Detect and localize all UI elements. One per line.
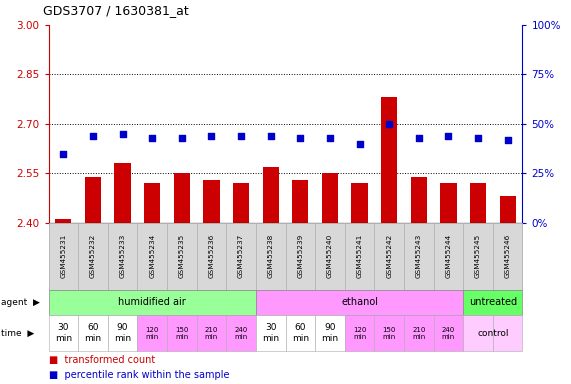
Point: [266, 132, 275, 139]
Text: control: control: [477, 329, 509, 338]
Text: GSM455237: GSM455237: [238, 234, 244, 278]
Bar: [381, 98, 397, 384]
Point: [177, 135, 186, 141]
Text: 210
min: 210 min: [412, 327, 425, 339]
Text: 60
min: 60 min: [85, 323, 102, 343]
Point: [296, 135, 305, 141]
Point: [444, 132, 453, 139]
Bar: [263, 167, 279, 384]
Text: ■  percentile rank within the sample: ■ percentile rank within the sample: [49, 370, 229, 380]
Text: GSM455243: GSM455243: [416, 234, 422, 278]
Text: 60
min: 60 min: [292, 323, 309, 343]
Point: [89, 132, 98, 139]
Text: GSM455244: GSM455244: [445, 234, 452, 278]
Text: GSM455234: GSM455234: [149, 234, 155, 278]
Text: GSM455232: GSM455232: [90, 234, 96, 278]
Point: [148, 135, 157, 141]
Text: 30
min: 30 min: [262, 323, 279, 343]
Bar: [470, 183, 486, 384]
Text: time  ▶: time ▶: [1, 329, 34, 338]
Bar: [55, 219, 71, 384]
Text: ■  transformed count: ■ transformed count: [49, 356, 155, 366]
Text: GSM455239: GSM455239: [297, 234, 303, 278]
Text: GSM455241: GSM455241: [356, 234, 363, 278]
Bar: [500, 196, 516, 384]
Bar: [174, 173, 190, 384]
Bar: [233, 183, 249, 384]
Text: 240
min: 240 min: [442, 327, 455, 339]
Text: untreated: untreated: [469, 297, 517, 308]
Text: GSM455231: GSM455231: [61, 234, 66, 278]
Point: [207, 132, 216, 139]
Point: [325, 135, 335, 141]
Text: GSM455233: GSM455233: [119, 234, 126, 278]
Text: ethanol: ethanol: [341, 297, 378, 308]
Text: 90
min: 90 min: [321, 323, 339, 343]
Text: 210
min: 210 min: [205, 327, 218, 339]
Text: GSM455240: GSM455240: [327, 234, 333, 278]
Text: 120
min: 120 min: [146, 327, 159, 339]
Text: GSM455238: GSM455238: [268, 234, 274, 278]
Point: [385, 121, 394, 127]
Text: GSM455245: GSM455245: [475, 234, 481, 278]
Text: 90
min: 90 min: [114, 323, 131, 343]
Text: GSM455236: GSM455236: [208, 234, 215, 278]
Bar: [85, 177, 101, 384]
Text: GSM455246: GSM455246: [505, 234, 510, 278]
Text: 150
min: 150 min: [383, 327, 396, 339]
Text: GSM455242: GSM455242: [386, 234, 392, 278]
Bar: [292, 180, 308, 384]
Point: [59, 151, 68, 157]
Bar: [440, 183, 457, 384]
Text: 30
min: 30 min: [55, 323, 72, 343]
Point: [503, 137, 512, 143]
Bar: [351, 183, 368, 384]
Point: [414, 135, 423, 141]
Bar: [411, 177, 427, 384]
Bar: [322, 173, 338, 384]
Text: 240
min: 240 min: [235, 327, 248, 339]
Point: [473, 135, 482, 141]
Bar: [114, 163, 131, 384]
Bar: [203, 180, 220, 384]
Text: GSM455235: GSM455235: [179, 234, 185, 278]
Point: [118, 131, 127, 137]
Text: GDS3707 / 1630381_at: GDS3707 / 1630381_at: [43, 4, 188, 17]
Text: 120
min: 120 min: [353, 327, 366, 339]
Text: agent  ▶: agent ▶: [1, 298, 39, 307]
Bar: [144, 183, 160, 384]
Point: [236, 132, 246, 139]
Text: humidified air: humidified air: [118, 297, 186, 308]
Point: [355, 141, 364, 147]
Text: 150
min: 150 min: [175, 327, 188, 339]
